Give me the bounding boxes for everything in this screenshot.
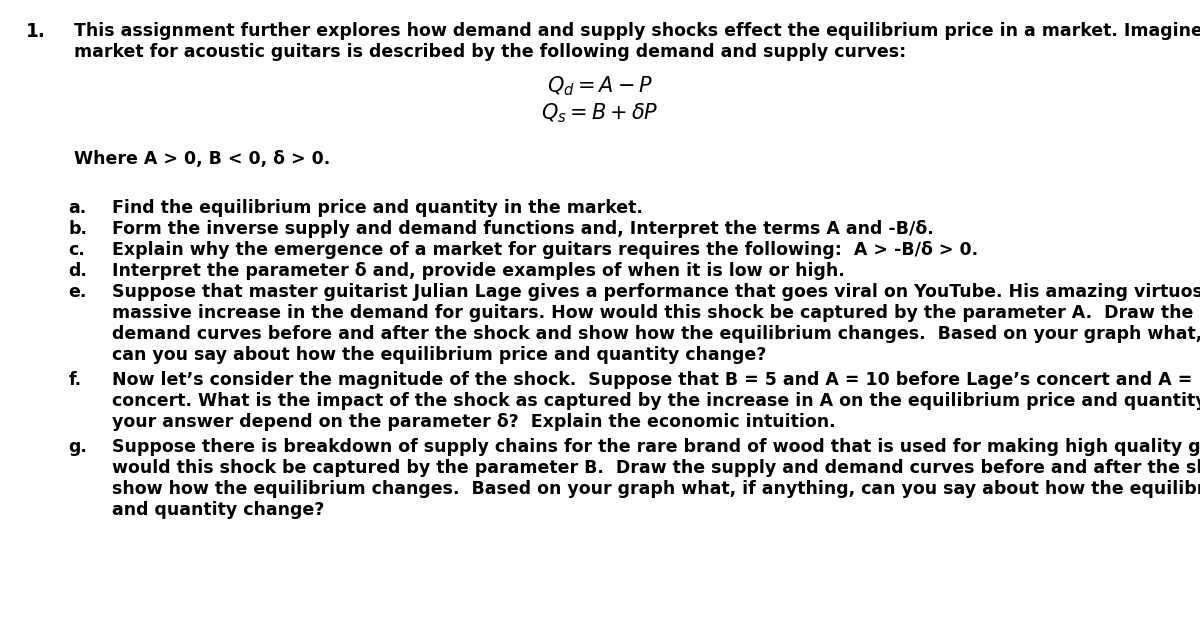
Text: a.: a.	[68, 199, 86, 217]
Text: Form the inverse supply and demand functions and, Interpret the terms A and -B/δ: Form the inverse supply and demand funct…	[112, 220, 934, 238]
Text: Find the equilibrium price and quantity in the market.: Find the equilibrium price and quantity …	[112, 199, 642, 217]
Text: f.: f.	[68, 371, 82, 389]
Text: e.: e.	[68, 283, 86, 301]
Text: demand curves before and after the shock and show how the equilibrium changes.  : demand curves before and after the shock…	[112, 325, 1200, 343]
Text: massive increase in the demand for guitars. How would this shock be captured by : massive increase in the demand for guita…	[112, 304, 1200, 322]
Text: can you say about how the equilibrium price and quantity change?: can you say about how the equilibrium pr…	[112, 346, 766, 364]
Text: $Q_d = A - P$: $Q_d = A - P$	[547, 74, 653, 97]
Text: your answer depend on the parameter δ?  Explain the economic intuition.: your answer depend on the parameter δ? E…	[112, 413, 835, 431]
Text: Interpret the parameter δ and, provide examples of when it is low or high.: Interpret the parameter δ and, provide e…	[112, 262, 845, 280]
Text: g.: g.	[68, 438, 88, 456]
Text: c.: c.	[68, 241, 85, 259]
Text: Now let’s consider the magnitude of the shock.  Suppose that B = 5 and A = 10 be: Now let’s consider the magnitude of the …	[112, 371, 1200, 389]
Text: b.: b.	[68, 220, 88, 238]
Text: Explain why the emergence of a market for guitars requires the following:  A > -: Explain why the emergence of a market fo…	[112, 241, 978, 259]
Text: 1.: 1.	[26, 22, 47, 41]
Text: This assignment further explores how demand and supply shocks effect the equilib: This assignment further explores how dem…	[74, 22, 1200, 40]
Text: d.: d.	[68, 262, 88, 280]
Text: and quantity change?: and quantity change?	[112, 501, 324, 519]
Text: $Q_s = B + \delta P$: $Q_s = B + \delta P$	[541, 101, 659, 125]
Text: Suppose there is breakdown of supply chains for the rare brand of wood that is u: Suppose there is breakdown of supply cha…	[112, 438, 1200, 456]
Text: market for acoustic guitars is described by the following demand and supply curv: market for acoustic guitars is described…	[74, 43, 907, 61]
Text: concert. What is the impact of the shock as captured by the increase in A on the: concert. What is the impact of the shock…	[112, 392, 1200, 410]
Text: Where A > 0, B < 0, δ > 0.: Where A > 0, B < 0, δ > 0.	[74, 150, 331, 168]
Text: would this shock be captured by the parameter B.  Draw the supply and demand cur: would this shock be captured by the para…	[112, 459, 1200, 477]
Text: Suppose that master guitarist Julian Lage gives a performance that goes viral on: Suppose that master guitarist Julian Lag…	[112, 283, 1200, 301]
Text: show how the equilibrium changes.  Based on your graph what, if anything, can yo: show how the equilibrium changes. Based …	[112, 480, 1200, 498]
